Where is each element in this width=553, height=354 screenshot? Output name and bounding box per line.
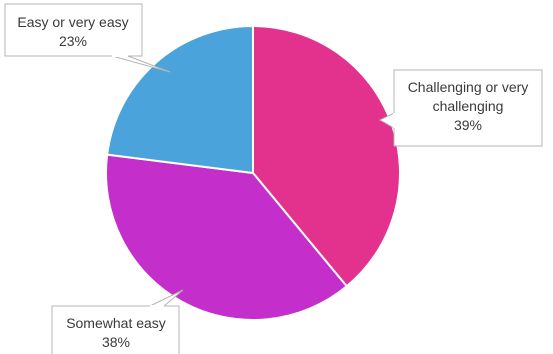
data-label-value: 39% (454, 117, 482, 133)
data-label-category: Challenging or very (408, 79, 529, 95)
pie-slice-easy (106, 24, 254, 175)
pie-slices (105, 24, 402, 321)
callout-box (4, 3, 143, 57)
callout-box (393, 69, 543, 147)
callout-easy: Easy or very easy 23% (4, 3, 171, 73)
data-label-category: Easy or very easy (17, 14, 128, 30)
callout-box (51, 305, 180, 354)
data-label-category: Somewhat easy (66, 315, 166, 331)
data-label-value: 23% (59, 33, 87, 49)
callout-somewhat-easy: Somewhat easy 38% (51, 289, 184, 354)
data-label-callouts: Challenging or very challenging 39% Somewha… (4, 3, 543, 354)
pie-slice-somewhat-easy (105, 153, 349, 321)
data-label-value: 38% (102, 334, 130, 350)
data-label-category: challenging (433, 98, 504, 114)
callout-challenging: Challenging or very challenging 39% (378, 69, 543, 147)
